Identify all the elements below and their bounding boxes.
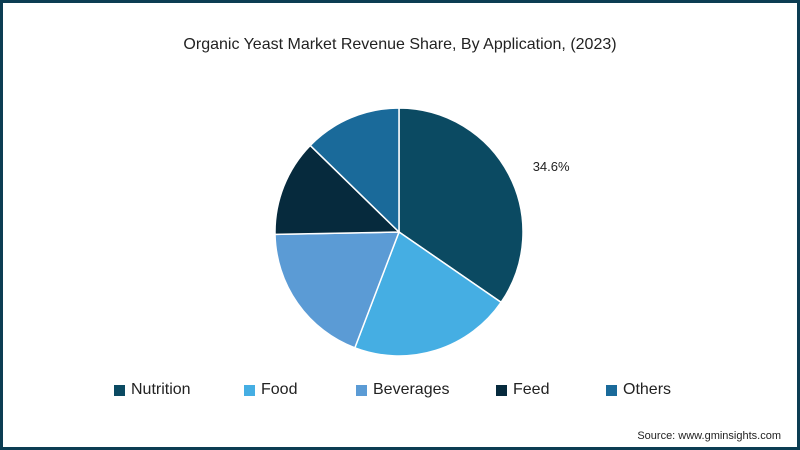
pie-slice-feed <box>274 144 401 236</box>
legend-label: Nutrition <box>131 381 191 398</box>
pie-chart: 34.6% <box>274 107 570 357</box>
pie-slice-nutrition <box>398 107 524 304</box>
legend-swatch <box>114 384 125 396</box>
pie-slice-beverages <box>274 231 401 349</box>
pie-slice-others <box>309 107 400 234</box>
legend-item-beverages: Beverages <box>356 381 496 399</box>
legend-label: Feed <box>513 381 550 398</box>
legend-swatch <box>496 384 507 396</box>
legend-label: Others <box>623 381 672 398</box>
legend-item-nutrition: Nutrition <box>114 381 244 399</box>
legend-swatch <box>606 384 617 396</box>
legend-item-others: Others <box>606 381 686 399</box>
legend-label: Beverages <box>373 381 450 398</box>
legend-item-food: Food <box>244 381 356 399</box>
chart-title: Organic Yeast Market Revenue Share, By A… <box>183 36 617 53</box>
legend-swatch <box>356 384 367 396</box>
legend-swatch <box>244 384 255 396</box>
legend-label: Food <box>261 381 298 398</box>
source-note: Source: www.gminsights.com <box>637 430 781 442</box>
legend: Nutrition Food Beverages Feed Others <box>3 381 797 399</box>
legend-item-feed: Feed <box>496 381 606 399</box>
data-label-nutrition: 34.6% <box>533 159 570 174</box>
pie-slice-food <box>353 230 503 357</box>
